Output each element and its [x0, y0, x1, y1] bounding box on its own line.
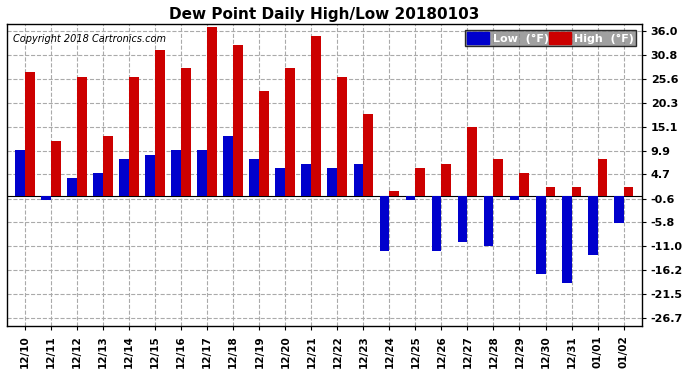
Bar — [171, 150, 181, 196]
Bar — [302, 164, 311, 196]
Bar — [286, 68, 295, 196]
Bar — [328, 168, 337, 196]
Bar — [15, 150, 25, 196]
Bar — [129, 77, 139, 196]
Bar — [104, 136, 113, 196]
Bar — [197, 150, 207, 196]
Bar — [275, 168, 286, 196]
Bar — [406, 196, 415, 201]
Bar — [562, 196, 571, 283]
Bar — [353, 164, 364, 196]
Bar — [224, 136, 233, 196]
Text: Copyright 2018 Cartronics.com: Copyright 2018 Cartronics.com — [13, 33, 166, 44]
Bar — [442, 164, 451, 196]
Bar — [93, 173, 104, 196]
Bar — [588, 196, 598, 255]
Bar — [337, 77, 347, 196]
Bar — [155, 50, 165, 196]
Bar — [119, 159, 129, 196]
Bar — [311, 36, 322, 196]
Bar — [546, 187, 555, 196]
Bar — [25, 72, 35, 196]
Bar — [181, 68, 191, 196]
Bar — [77, 77, 87, 196]
Bar — [624, 187, 633, 196]
Bar — [484, 196, 493, 246]
Bar — [51, 141, 61, 196]
Bar — [493, 159, 504, 196]
Bar — [259, 91, 269, 196]
Bar — [415, 168, 425, 196]
Bar — [68, 178, 77, 196]
Bar — [613, 196, 624, 223]
Bar — [510, 196, 520, 201]
Title: Dew Point Daily High/Low 20180103: Dew Point Daily High/Low 20180103 — [169, 7, 480, 22]
Bar — [207, 27, 217, 196]
Bar — [467, 128, 477, 196]
Bar — [146, 155, 155, 196]
Bar — [380, 196, 389, 251]
Bar — [571, 187, 582, 196]
Bar — [233, 45, 243, 196]
Bar — [364, 114, 373, 196]
Bar — [431, 196, 442, 251]
Bar — [41, 196, 51, 201]
Bar — [249, 159, 259, 196]
Bar — [535, 196, 546, 274]
Bar — [520, 173, 529, 196]
Bar — [389, 191, 400, 196]
Legend: Low  (°F), High  (°F): Low (°F), High (°F) — [465, 30, 636, 46]
Bar — [457, 196, 467, 242]
Bar — [598, 159, 607, 196]
